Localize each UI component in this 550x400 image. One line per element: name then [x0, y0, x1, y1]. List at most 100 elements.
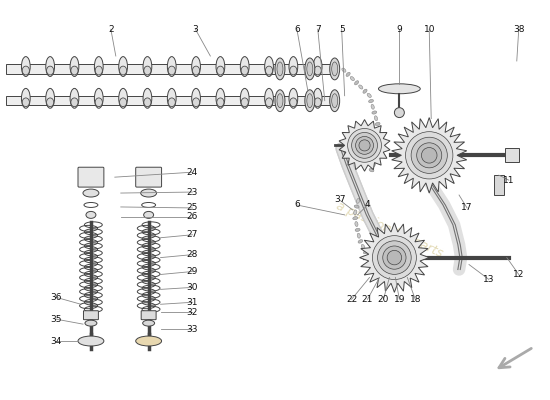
FancyBboxPatch shape — [78, 167, 104, 187]
Ellipse shape — [371, 104, 374, 109]
Circle shape — [421, 148, 437, 163]
Text: 30: 30 — [186, 283, 198, 292]
Ellipse shape — [47, 98, 54, 107]
Text: 17: 17 — [461, 204, 473, 212]
Ellipse shape — [290, 98, 297, 107]
Ellipse shape — [265, 57, 273, 76]
Text: 13: 13 — [483, 275, 494, 284]
Ellipse shape — [241, 98, 248, 107]
Ellipse shape — [314, 66, 321, 75]
Ellipse shape — [377, 139, 380, 144]
Ellipse shape — [307, 62, 313, 76]
Ellipse shape — [192, 88, 200, 108]
Text: 11: 11 — [503, 176, 515, 185]
Ellipse shape — [275, 58, 285, 80]
Ellipse shape — [22, 66, 29, 75]
Ellipse shape — [144, 66, 151, 75]
Ellipse shape — [368, 100, 373, 103]
Circle shape — [356, 136, 373, 154]
Ellipse shape — [367, 93, 371, 98]
Text: 37: 37 — [334, 196, 345, 204]
Text: 32: 32 — [187, 308, 198, 317]
Text: 6: 6 — [294, 200, 300, 210]
Ellipse shape — [372, 162, 376, 167]
Ellipse shape — [217, 98, 224, 107]
Text: 22: 22 — [346, 295, 358, 304]
Text: 31: 31 — [186, 298, 198, 307]
Text: 25: 25 — [187, 204, 198, 212]
Ellipse shape — [119, 66, 126, 75]
Ellipse shape — [85, 320, 97, 326]
FancyBboxPatch shape — [136, 167, 162, 187]
Ellipse shape — [305, 90, 315, 112]
Ellipse shape — [329, 90, 340, 112]
Bar — [7, 64, 335, 74]
Ellipse shape — [314, 57, 322, 76]
Circle shape — [405, 132, 453, 179]
Text: 12: 12 — [513, 270, 525, 279]
Ellipse shape — [358, 240, 363, 243]
Ellipse shape — [70, 88, 79, 108]
Text: 6: 6 — [294, 25, 300, 34]
Text: 28: 28 — [187, 250, 198, 259]
Text: a passion for parts: a passion for parts — [334, 199, 445, 260]
Ellipse shape — [144, 98, 151, 107]
FancyBboxPatch shape — [141, 311, 156, 320]
Ellipse shape — [374, 264, 378, 268]
Bar — [505, 148, 519, 162]
Polygon shape — [339, 120, 390, 171]
Ellipse shape — [21, 57, 30, 76]
Ellipse shape — [216, 88, 225, 108]
Ellipse shape — [346, 72, 350, 76]
Ellipse shape — [71, 98, 78, 107]
Ellipse shape — [350, 76, 354, 81]
Text: 21: 21 — [362, 295, 373, 304]
Ellipse shape — [86, 212, 96, 218]
Ellipse shape — [266, 98, 273, 107]
Ellipse shape — [289, 88, 298, 108]
Ellipse shape — [364, 250, 368, 254]
Ellipse shape — [21, 88, 30, 108]
Ellipse shape — [70, 57, 79, 76]
Ellipse shape — [375, 116, 377, 121]
Ellipse shape — [144, 212, 153, 218]
Ellipse shape — [167, 88, 176, 108]
Text: 7: 7 — [315, 25, 321, 34]
Ellipse shape — [22, 98, 29, 107]
Text: 19: 19 — [394, 295, 405, 304]
Ellipse shape — [354, 205, 359, 208]
Text: 3: 3 — [192, 25, 199, 34]
Bar — [494, 175, 504, 195]
Circle shape — [372, 236, 416, 280]
Ellipse shape — [119, 57, 128, 76]
Circle shape — [387, 250, 402, 265]
Ellipse shape — [290, 66, 297, 75]
Ellipse shape — [355, 81, 359, 85]
Ellipse shape — [363, 89, 367, 93]
Ellipse shape — [342, 68, 346, 72]
Text: 36: 36 — [51, 293, 62, 302]
Circle shape — [378, 241, 411, 274]
Ellipse shape — [217, 66, 224, 75]
Text: 29: 29 — [187, 267, 198, 276]
Polygon shape — [392, 118, 467, 193]
Ellipse shape — [353, 217, 358, 220]
Ellipse shape — [358, 233, 360, 238]
Ellipse shape — [372, 111, 377, 114]
Ellipse shape — [168, 66, 175, 75]
Ellipse shape — [240, 57, 249, 76]
Circle shape — [411, 137, 447, 173]
Ellipse shape — [192, 66, 200, 75]
Ellipse shape — [78, 336, 104, 346]
Text: 2: 2 — [108, 25, 114, 34]
Ellipse shape — [369, 168, 374, 172]
Ellipse shape — [266, 66, 273, 75]
Ellipse shape — [216, 57, 225, 76]
Ellipse shape — [354, 210, 357, 215]
Ellipse shape — [332, 94, 338, 108]
Ellipse shape — [46, 57, 54, 76]
Polygon shape — [360, 223, 429, 292]
Ellipse shape — [95, 98, 102, 107]
Ellipse shape — [367, 255, 370, 260]
Ellipse shape — [95, 88, 103, 108]
